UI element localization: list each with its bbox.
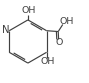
Text: OH: OH xyxy=(59,18,74,26)
Text: OH: OH xyxy=(22,6,36,15)
Text: N: N xyxy=(2,25,10,35)
Text: OH: OH xyxy=(40,57,55,65)
Text: O: O xyxy=(55,38,63,47)
